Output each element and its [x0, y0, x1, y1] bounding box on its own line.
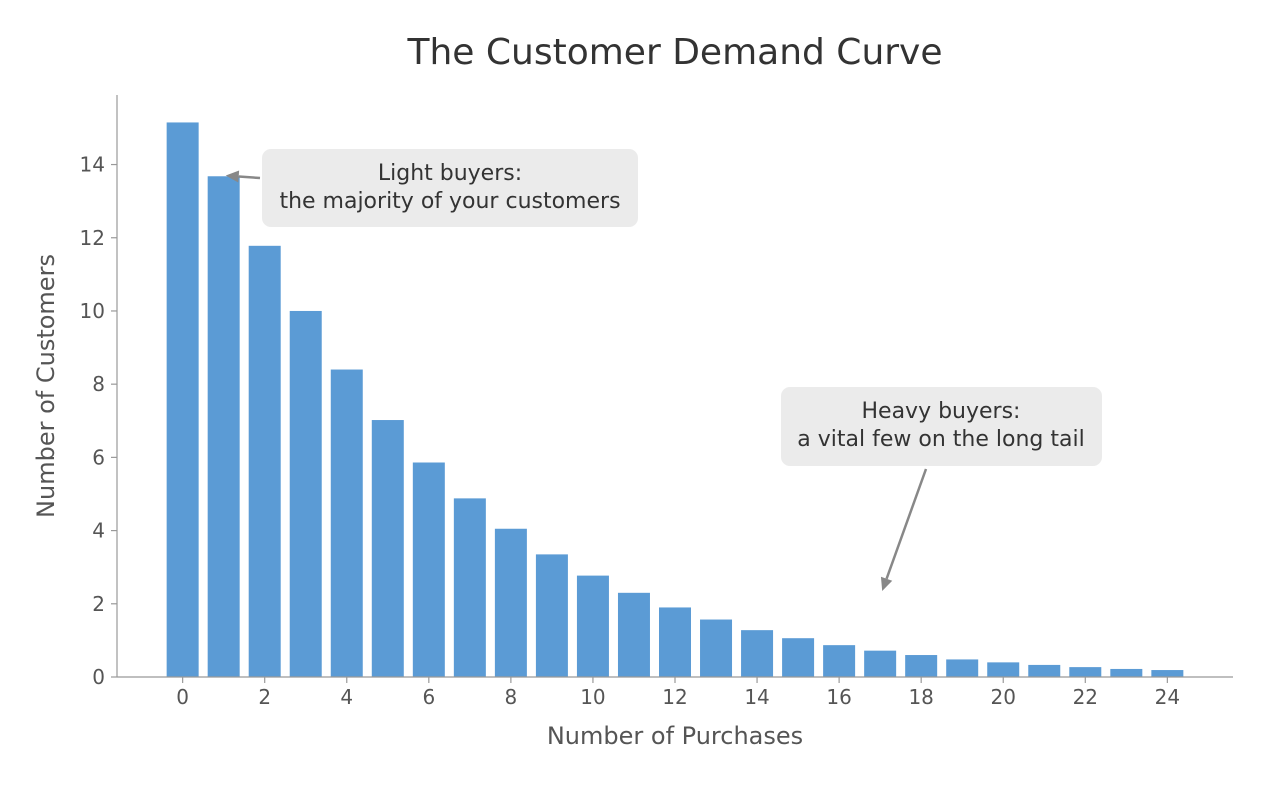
bar-3 — [289, 310, 322, 677]
x-axis-label: Number of Purchases — [547, 722, 803, 750]
bar-13 — [700, 619, 733, 677]
annotation-arrow-line — [885, 468, 928, 580]
x-tick-label: 14 — [744, 685, 769, 709]
bar-20 — [987, 662, 1020, 677]
bar-0 — [166, 122, 199, 677]
bar-12 — [659, 607, 691, 677]
y-tick-label: 8 — [92, 372, 105, 396]
bar-10 — [576, 575, 609, 677]
x-tick-label: 10 — [580, 685, 605, 709]
bar-19 — [946, 659, 979, 677]
x-tick-label: 24 — [1155, 685, 1180, 709]
x-tick-label: 6 — [422, 685, 435, 709]
x-tick-label: 16 — [826, 685, 851, 709]
x-tick-label: 18 — [908, 685, 933, 709]
x-tick-label: 0 — [176, 685, 189, 709]
y-tick-label: 4 — [92, 519, 105, 543]
annotation-heavy-buyers: Heavy buyers: a vital few on the long ta… — [781, 387, 1102, 591]
bar-14 — [741, 630, 774, 677]
y-tick-label: 2 — [92, 592, 105, 616]
bar-16 — [823, 645, 856, 677]
x-tick-label: 4 — [340, 685, 353, 709]
bar-7 — [453, 498, 486, 677]
annotation-light-buyers: Light buyers: the majority of your custo… — [225, 149, 638, 227]
bar-8 — [494, 528, 527, 677]
y-tick-label: 12 — [80, 226, 105, 250]
annotation-arrow-head — [225, 170, 240, 183]
x-tick-label: 20 — [991, 685, 1016, 709]
bar-5 — [371, 420, 404, 677]
bar-21 — [1028, 664, 1061, 677]
bars-group — [166, 122, 1184, 677]
x-tick-label: 2 — [258, 685, 271, 709]
y-ticks-group: 0 2 4 6 8 10 12 14 — [80, 153, 117, 689]
y-tick-label: 14 — [80, 153, 105, 177]
y-tick-label: 10 — [80, 299, 105, 323]
x-tick-label: 12 — [662, 685, 687, 709]
bar-2 — [248, 245, 281, 677]
annotation-line-1: Heavy buyers: — [862, 399, 1021, 424]
annotation-line-1: Light buyers: — [378, 161, 522, 186]
annotation-box — [781, 387, 1102, 466]
y-axis-label: Number of Customers — [32, 254, 60, 518]
annotation-line-2: a vital few on the long tail — [797, 427, 1084, 452]
bar-11 — [617, 592, 650, 677]
bar-24 — [1151, 670, 1184, 677]
bar-1 — [207, 176, 240, 677]
annotation-arrow-line — [238, 175, 261, 180]
bar-4 — [330, 369, 363, 677]
y-tick-label: 6 — [92, 445, 105, 469]
bar-9 — [535, 554, 568, 677]
annotation-arrow-head — [880, 576, 893, 591]
x-ticks-group: 0 2 4 6 8 10 12 14 16 18 20 22 24 — [176, 677, 1180, 709]
bar-22 — [1069, 667, 1102, 677]
annotation-line-2: the majority of your customers — [279, 189, 620, 214]
x-tick-label: 8 — [505, 685, 518, 709]
bar-15 — [782, 638, 815, 677]
bar-6 — [412, 462, 445, 677]
chart-title: The Customer Demand Curve — [406, 32, 942, 73]
y-tick-label: 0 — [92, 665, 105, 689]
bar-17 — [864, 650, 897, 677]
annotation-box — [262, 149, 638, 227]
bar-23 — [1110, 668, 1143, 677]
bar-18 — [905, 655, 938, 677]
x-tick-label: 22 — [1073, 685, 1098, 709]
